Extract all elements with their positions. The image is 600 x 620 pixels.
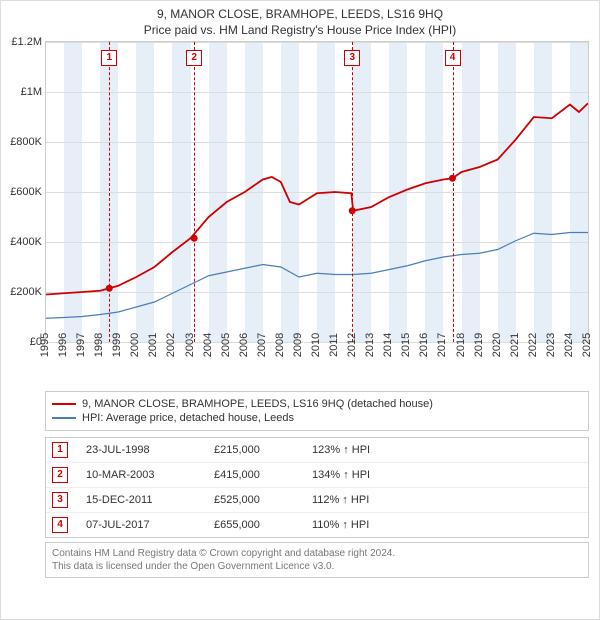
table-row: 4 07-JUL-2017 £655,000 110% ↑ HPI bbox=[46, 512, 588, 537]
page-title: 9, MANOR CLOSE, BRAMHOPE, LEEDS, LS16 9H… bbox=[1, 7, 599, 21]
x-axis-label: 1997 bbox=[75, 333, 87, 357]
x-axis-label: 2006 bbox=[238, 333, 250, 357]
sale-marker-line bbox=[109, 42, 110, 342]
y-axis-label: £600K bbox=[10, 186, 42, 198]
x-axis-label: 2008 bbox=[274, 333, 286, 357]
legend-label: HPI: Average price, detached house, Leed… bbox=[82, 412, 294, 424]
x-axis-label: 2019 bbox=[473, 333, 485, 357]
legend-row: HPI: Average price, detached house, Leed… bbox=[52, 412, 582, 424]
chart-plot-area: £0£200K£400K£600K£800K£1M£1.2M1234 bbox=[45, 41, 589, 343]
sale-marker-badge: 2 bbox=[186, 50, 202, 66]
x-axis-label: 2004 bbox=[202, 333, 214, 357]
chart-svg bbox=[46, 42, 588, 342]
legend-swatch bbox=[52, 417, 76, 419]
table-price: £415,000 bbox=[214, 469, 294, 481]
x-axis-label: 2020 bbox=[491, 333, 503, 357]
legend-row: 9, MANOR CLOSE, BRAMHOPE, LEEDS, LS16 9H… bbox=[52, 398, 582, 410]
x-axis-label: 2016 bbox=[418, 333, 430, 357]
x-axis-label: 2012 bbox=[346, 333, 358, 357]
table-price: £215,000 bbox=[214, 444, 294, 456]
x-axis-label: 2007 bbox=[256, 333, 268, 357]
table-date: 15-DEC-2011 bbox=[86, 494, 196, 506]
table-date: 07-JUL-2017 bbox=[86, 519, 196, 531]
footer-line: Contains HM Land Registry data © Crown c… bbox=[52, 547, 582, 560]
x-axis-label: 2015 bbox=[400, 333, 412, 357]
series-hpi bbox=[46, 233, 588, 319]
x-axis-label: 2017 bbox=[436, 333, 448, 357]
sale-marker-badge: 4 bbox=[445, 50, 461, 66]
x-axis-labels: 1995199619971998199920002001200220032004… bbox=[45, 343, 589, 387]
table-row: 1 23-JUL-1998 £215,000 123% ↑ HPI bbox=[46, 438, 588, 462]
table-marker: 1 bbox=[52, 442, 68, 458]
y-axis-label: £1.2M bbox=[11, 36, 42, 48]
x-axis-label: 2001 bbox=[147, 333, 159, 357]
sale-marker-line bbox=[194, 42, 195, 342]
sale-marker-badge: 3 bbox=[344, 50, 360, 66]
x-axis-label: 2003 bbox=[184, 333, 196, 357]
legend-swatch bbox=[52, 403, 76, 405]
x-axis-label: 1995 bbox=[39, 333, 51, 357]
x-axis-label: 2022 bbox=[527, 333, 539, 357]
table-date: 23-JUL-1998 bbox=[86, 444, 196, 456]
legend-label: 9, MANOR CLOSE, BRAMHOPE, LEEDS, LS16 9H… bbox=[82, 398, 433, 410]
x-axis-label: 1998 bbox=[93, 333, 105, 357]
table-hpi: 110% ↑ HPI bbox=[312, 519, 582, 531]
x-axis-label: 2013 bbox=[364, 333, 376, 357]
x-axis-label: 2011 bbox=[328, 333, 340, 357]
table-price: £525,000 bbox=[214, 494, 294, 506]
table-marker: 3 bbox=[52, 492, 68, 508]
x-axis-label: 2002 bbox=[165, 333, 177, 357]
table-hpi: 123% ↑ HPI bbox=[312, 444, 582, 456]
table-row: 2 10-MAR-2003 £415,000 134% ↑ HPI bbox=[46, 462, 588, 487]
x-axis-label: 2014 bbox=[382, 333, 394, 357]
table-marker: 2 bbox=[52, 467, 68, 483]
x-axis-label: 2023 bbox=[545, 333, 557, 357]
sales-table: 1 23-JUL-1998 £215,000 123% ↑ HPI 2 10-MAR-20… bbox=[45, 437, 589, 538]
x-axis-label: 2024 bbox=[563, 333, 575, 357]
footer-attribution: Contains HM Land Registry data © Crown c… bbox=[45, 542, 589, 578]
x-axis-label: 1999 bbox=[111, 333, 123, 357]
y-axis-label: £1M bbox=[21, 86, 42, 98]
series-property bbox=[46, 103, 588, 294]
x-axis-label: 2000 bbox=[129, 333, 141, 357]
x-axis-label: 2018 bbox=[455, 333, 467, 357]
x-axis-label: 2021 bbox=[509, 333, 521, 357]
table-hpi: 134% ↑ HPI bbox=[312, 469, 582, 481]
x-axis-label: 1996 bbox=[57, 333, 69, 357]
chart-container: 9, MANOR CLOSE, BRAMHOPE, LEEDS, LS16 9H… bbox=[0, 0, 600, 620]
x-axis-label: 2025 bbox=[581, 333, 593, 357]
sale-marker-line bbox=[453, 42, 454, 342]
y-axis-label: £400K bbox=[10, 236, 42, 248]
x-axis-label: 2009 bbox=[292, 333, 304, 357]
sale-marker-badge: 1 bbox=[101, 50, 117, 66]
table-marker: 4 bbox=[52, 517, 68, 533]
table-price: £655,000 bbox=[214, 519, 294, 531]
x-axis-label: 2005 bbox=[220, 333, 232, 357]
legend: 9, MANOR CLOSE, BRAMHOPE, LEEDS, LS16 9H… bbox=[45, 391, 589, 431]
table-date: 10-MAR-2003 bbox=[86, 469, 196, 481]
page-subtitle: Price paid vs. HM Land Registry's House … bbox=[1, 23, 599, 37]
table-row: 3 15-DEC-2011 £525,000 112% ↑ HPI bbox=[46, 487, 588, 512]
table-hpi: 112% ↑ HPI bbox=[312, 494, 582, 506]
x-axis-label: 2010 bbox=[310, 333, 322, 357]
y-axis-label: £200K bbox=[10, 286, 42, 298]
sale-marker-line bbox=[352, 42, 353, 342]
y-axis-label: £800K bbox=[10, 136, 42, 148]
footer-line: This data is licensed under the Open Gov… bbox=[52, 560, 582, 573]
